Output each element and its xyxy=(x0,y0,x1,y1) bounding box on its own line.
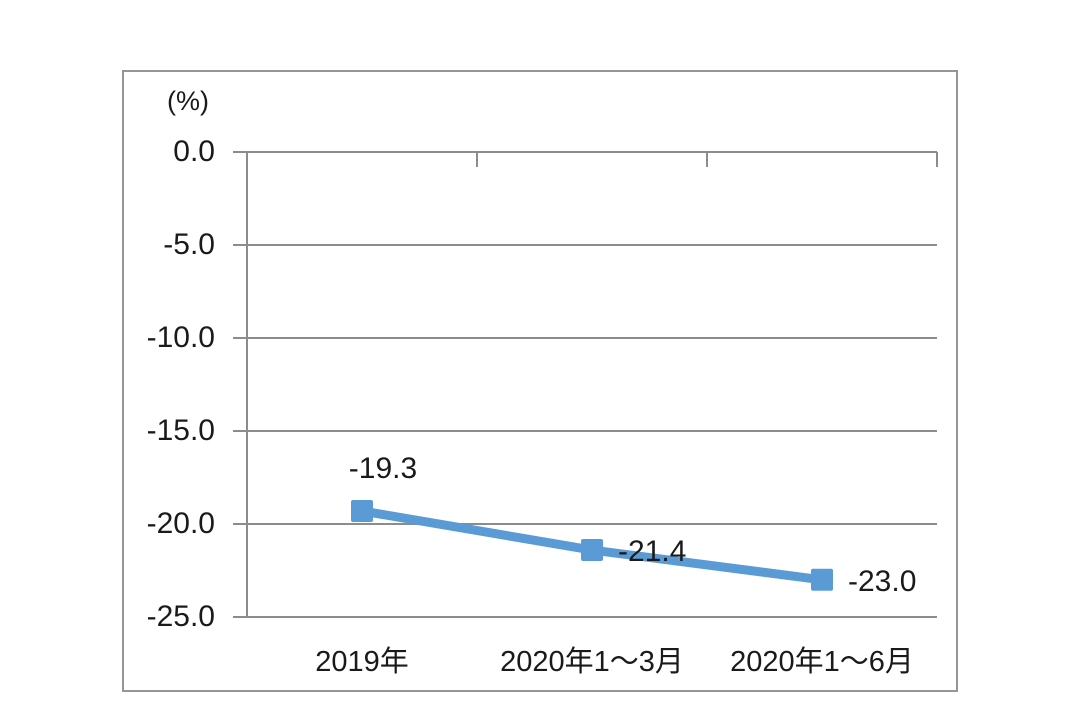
data-point-marker xyxy=(351,499,373,522)
y-axis-unit-label: (%) xyxy=(167,86,209,116)
y-tick-label: -5.0 xyxy=(163,228,215,261)
y-tick-label: -15.0 xyxy=(146,414,215,447)
x-category-label: 2020年1～3月 xyxy=(500,646,684,678)
data-point-label: -21.4 xyxy=(618,535,687,569)
y-tick-label: -25.0 xyxy=(146,600,215,633)
y-tick-label: 0.0 xyxy=(173,135,215,168)
y-tick-label: -10.0 xyxy=(146,321,215,354)
data-point-marker xyxy=(581,539,603,562)
data-point-label: -23.0 xyxy=(848,564,917,598)
x-category-label: 2019年 xyxy=(315,646,409,678)
y-tick-label: -20.0 xyxy=(146,507,215,540)
data-point-label: -19.3 xyxy=(348,451,418,485)
x-category-label: 2020年1～6月 xyxy=(730,646,914,678)
data-point-marker xyxy=(811,568,833,591)
